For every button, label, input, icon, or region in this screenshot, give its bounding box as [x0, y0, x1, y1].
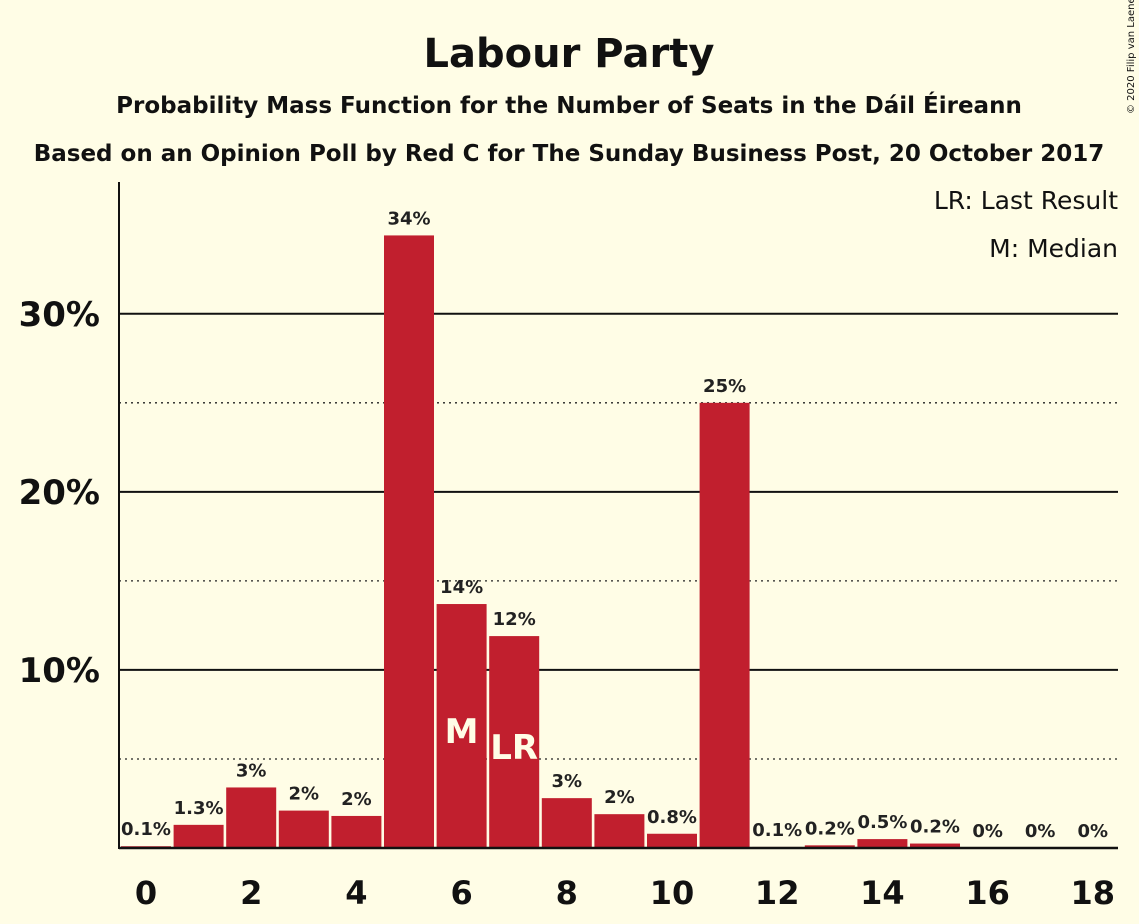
bar-value-label: 0% [1078, 821, 1109, 842]
bar-seat-2 [226, 787, 277, 848]
bar-value-label: 0.8% [647, 807, 697, 828]
bar-value-label: 0% [972, 821, 1003, 842]
gridlines: 10% 20% 30% [19, 295, 1118, 760]
x-tick-label: 12 [755, 874, 800, 912]
x-tick-label: 14 [860, 874, 905, 912]
x-tick-label: 16 [965, 874, 1010, 912]
y-tick-label: 10% [19, 651, 100, 691]
x-tick-label: 18 [1071, 874, 1116, 912]
bar-seat-9 [594, 814, 645, 848]
bar-value-label: 2% [341, 789, 372, 810]
x-tick-label: 8 [556, 874, 578, 912]
chart-subtitle-source: Based on an Opinion Poll by Red C for Th… [34, 141, 1105, 167]
bar-seat-11 [699, 402, 750, 848]
bar-seat-15 [910, 843, 960, 848]
last-result-marker: LR [490, 728, 538, 768]
bar-value-label: 1.3% [174, 798, 224, 819]
bar-value-label: 34% [387, 208, 430, 229]
bar-seat-14 [857, 839, 908, 848]
legend-last-result: LR: Last Result [934, 186, 1118, 215]
bar-value-label: 0.2% [805, 818, 855, 839]
x-tick-label: 10 [650, 874, 695, 912]
copyright-note: © 2020 Filip van Laenen [1126, 0, 1137, 114]
x-tick-label: 6 [450, 874, 472, 912]
y-tick-label: 20% [19, 473, 100, 513]
bar-value-label: 0.2% [910, 817, 960, 838]
bar-seat-1 [173, 824, 224, 848]
bar-seat-8 [541, 798, 592, 848]
chart-subtitle: Probability Mass Function for the Number… [116, 91, 1022, 119]
median-marker: M [445, 712, 479, 752]
bar-seat-7 [489, 636, 540, 848]
bar-seat-3 [278, 810, 329, 848]
bar-seat-6 [436, 604, 487, 848]
x-tick-label: 0 [135, 874, 157, 912]
bar-value-label: 25% [703, 376, 746, 397]
x-tick-label: 4 [345, 874, 367, 912]
x-tick-label: 2 [240, 874, 262, 912]
bar-value-label: 0.1% [752, 820, 802, 841]
axes: 0 2 4 6 8 10 12 14 16 18 [118, 182, 1118, 912]
chart-title: Labour Party [424, 31, 715, 77]
bars: 0.1%1.3%3%2% 2%34%14%12%3%2%0.8%25%0.1% 0.… [121, 208, 1108, 848]
bar-seat-4 [331, 815, 382, 848]
bar-value-label: 0.1% [121, 819, 171, 840]
bar-seat-5 [384, 235, 434, 848]
bar-seat-13 [804, 845, 855, 848]
y-tick-label: 30% [19, 295, 100, 335]
bar-value-label: 0% [1025, 821, 1056, 842]
bar-value-label: 12% [493, 609, 536, 630]
bar-value-label: 3% [552, 771, 583, 792]
bar-value-label: 2% [289, 784, 320, 805]
bar-value-label: 14% [440, 577, 483, 598]
bar-value-label: 3% [236, 760, 267, 781]
legend-median: M: Median [989, 234, 1118, 263]
bar-value-label: 2% [604, 787, 635, 808]
bar-seat-10 [647, 833, 697, 848]
bar-value-label: 0.5% [857, 812, 907, 833]
